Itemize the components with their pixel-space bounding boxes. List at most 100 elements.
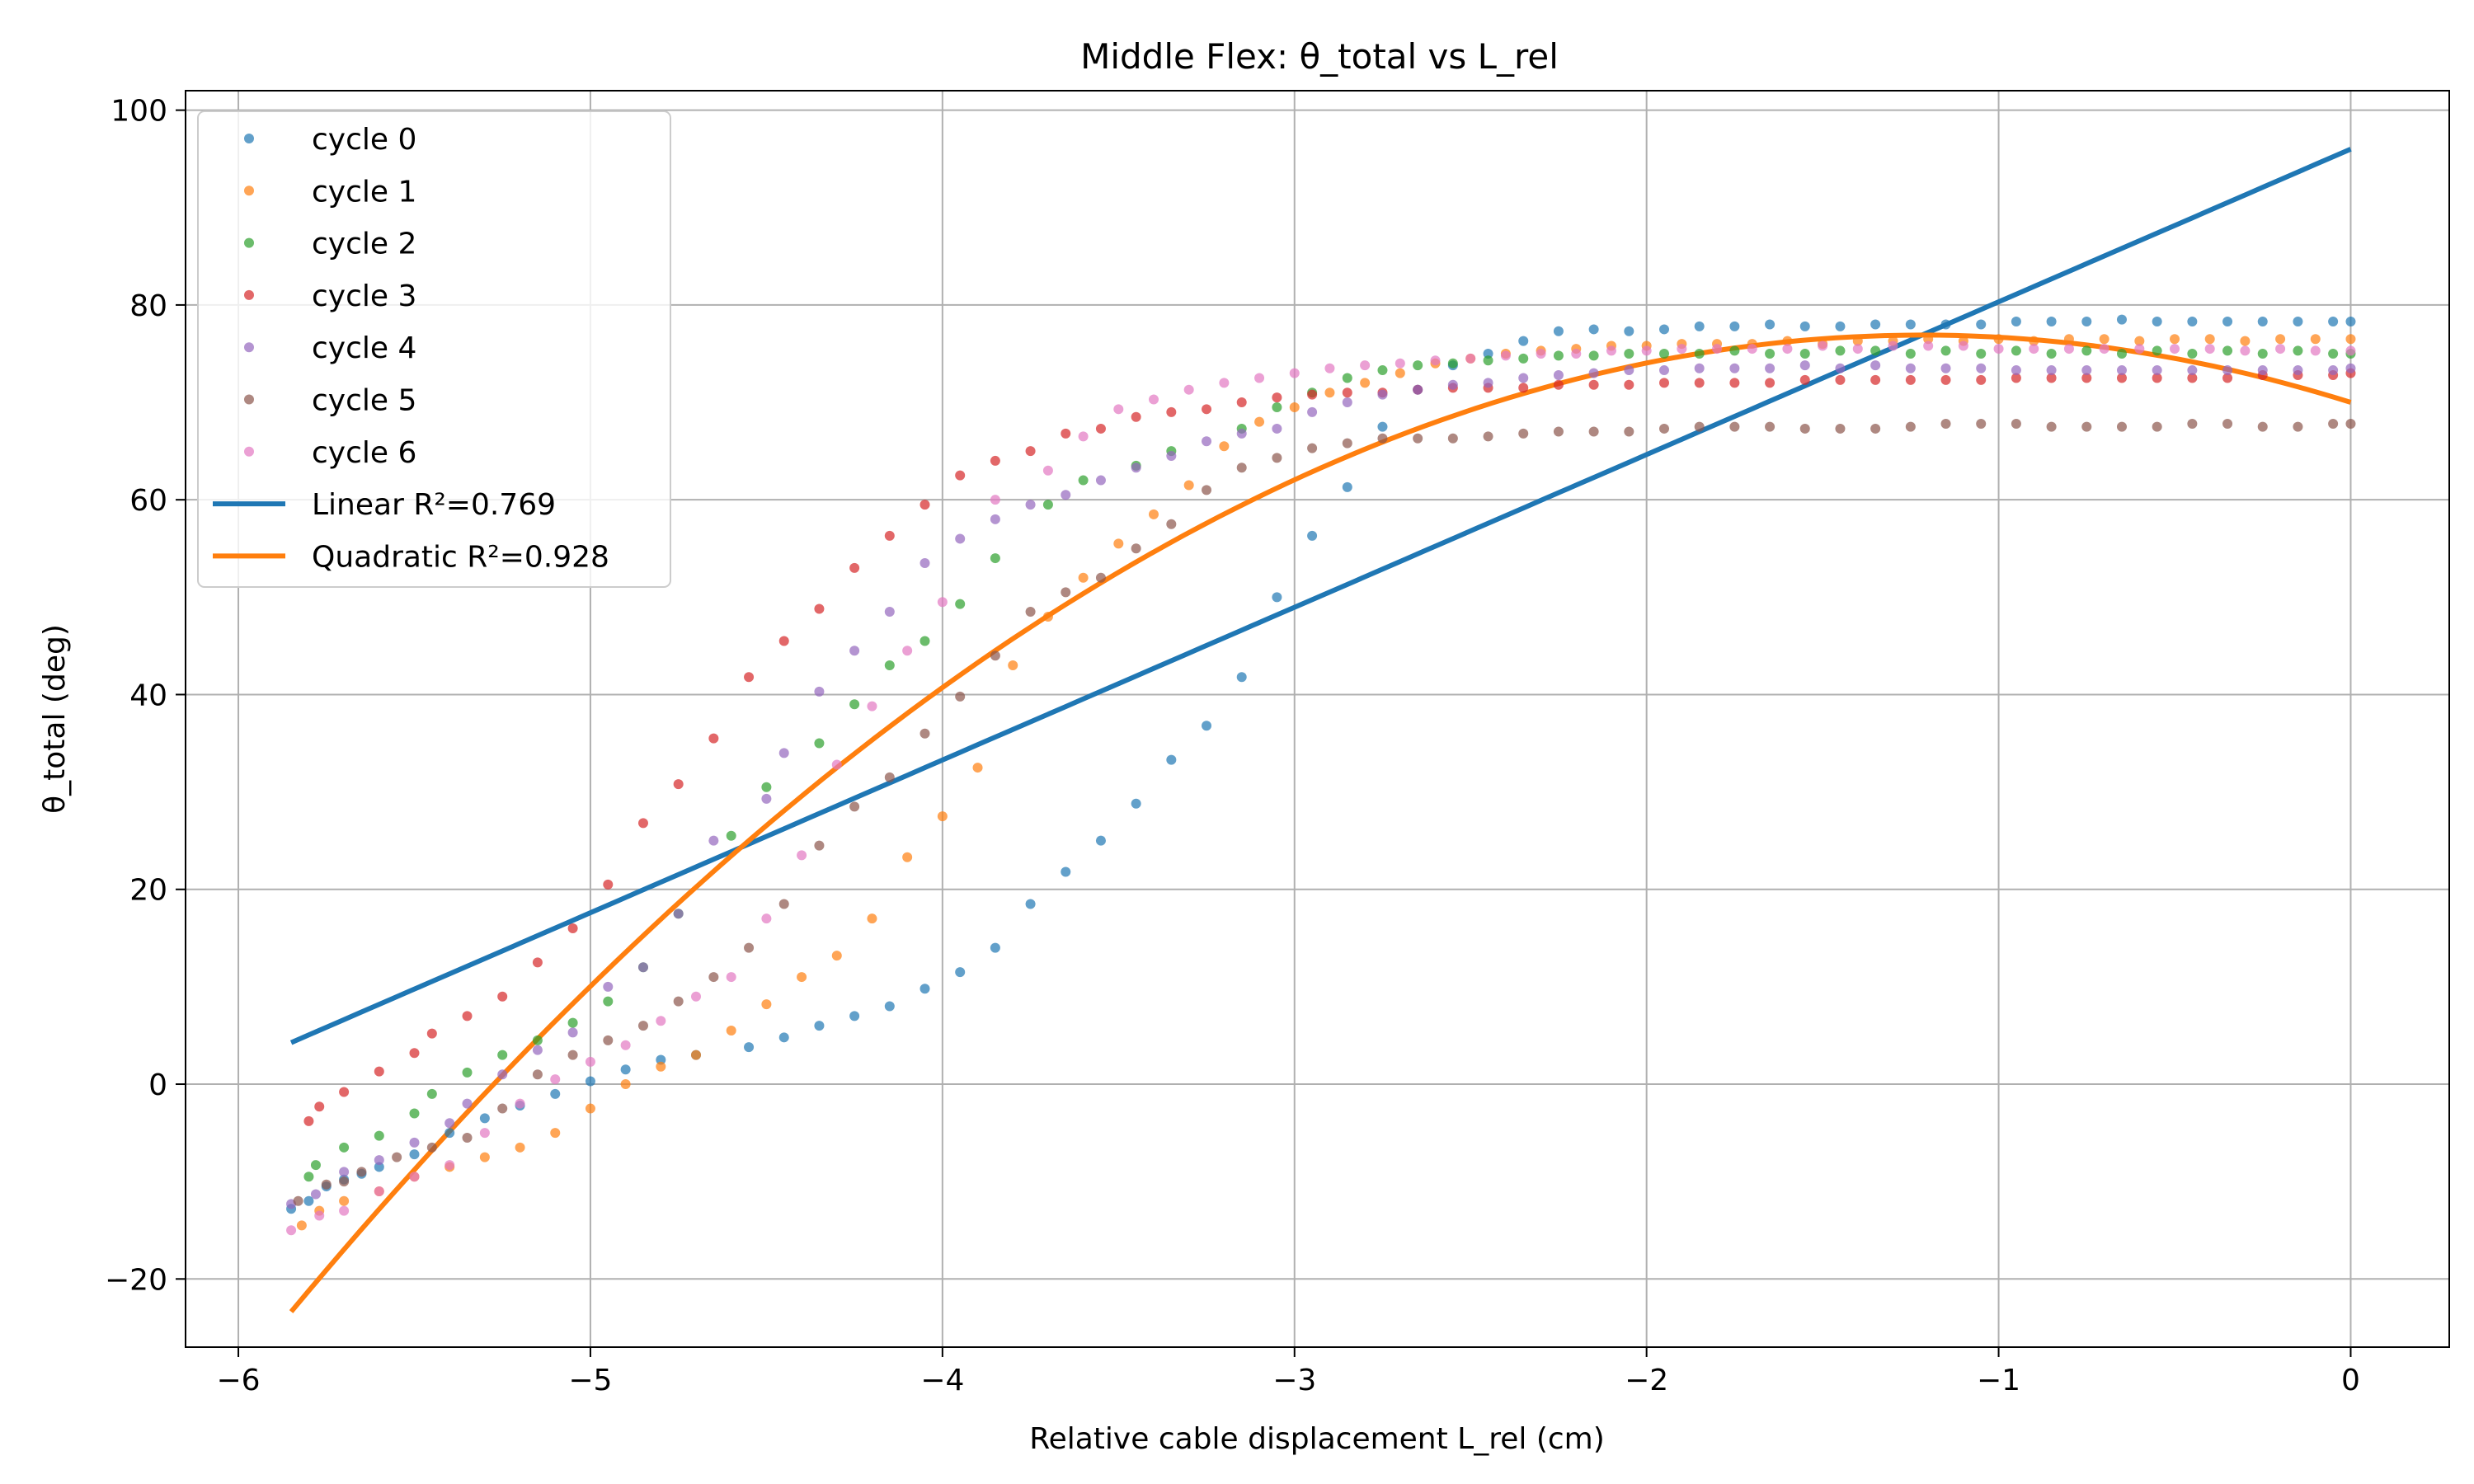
scatter-point [955,599,966,609]
scatter-point [1588,350,1599,361]
scatter-point [1624,365,1634,376]
scatter-point [691,991,702,1002]
scatter-point [1483,348,1493,359]
scatter-point [1148,394,1159,405]
scatter-point [1342,373,1352,383]
scatter-point [550,1074,561,1085]
scatter-point [339,1176,350,1187]
scatter-point [1976,374,1987,385]
series-cycle-5 [293,419,2356,1206]
scatter-point [1377,433,1388,444]
scatter-point [2345,316,2356,326]
scatter-point [339,1087,350,1097]
scatter-point [1799,360,1810,371]
scatter-point [314,1210,325,1221]
scatter-point [1588,324,1599,335]
scatter-point [1061,490,1071,500]
scatter-point [1624,348,1634,359]
scatter-point [1553,326,1564,336]
scatter-point [1641,345,1652,356]
scatter-point [1078,572,1089,583]
scatter-point [1025,607,1036,618]
legend-label-quadratic: Quadratic R²=0.928 [312,540,609,574]
scatter-point [1166,451,1177,462]
scatter-point [1940,319,1951,330]
scatter-point [972,763,983,773]
scatter-point [1113,404,1124,415]
y-tick-label: 100 [111,95,167,129]
scatter-point [620,1040,631,1050]
legend-label-cycle-6: cycle 6 [312,436,416,470]
scatter-point [1940,419,1951,430]
scatter-point [656,1061,666,1072]
scatter-point [2257,421,2268,432]
scatter-point [1236,397,1247,408]
scatter-point [2275,334,2286,345]
scatter-point [849,801,860,812]
scatter-point [1588,379,1599,390]
scatter-point [2240,336,2251,346]
scatter-point [778,748,789,758]
scatter-point [462,1098,473,1109]
series-cycle-6 [286,340,2356,1236]
scatter-point [1606,345,1616,356]
scatter-point [2081,373,2092,383]
scatter-point [2152,373,2162,383]
legend-marker-cycle-2 [244,237,254,248]
scatter-point [409,1172,420,1182]
scatter-point [1095,835,1106,846]
scatter-point [585,1103,595,1114]
scatter-point [708,972,719,983]
scatter-point [1905,421,1916,432]
scatter-point [726,972,736,983]
scatter-point [1518,336,1529,346]
scatter-point [2170,344,2180,355]
scatter-point [673,909,684,919]
scatter-point [1025,446,1036,457]
scatter-point [1694,378,1705,388]
scatter-point [1342,438,1352,448]
scatter-point [2293,421,2303,432]
scatter-point [708,835,719,846]
scatter-point [497,1103,508,1114]
scatter-point [955,691,966,702]
scatter-point [1395,368,1405,378]
scatter-point [1712,344,1723,355]
scatter-point [2187,419,2198,430]
data-points [286,314,2356,1236]
legend-label-cycle-0: cycle 0 [312,123,416,157]
scatter-point [426,1028,437,1039]
scatter-point [1905,319,1916,330]
scatter-point [1272,453,1282,463]
scatter-point [849,646,860,656]
legend-label-cycle-4: cycle 4 [312,331,416,365]
scatter-point [1413,384,1423,395]
scatter-point [497,1069,508,1080]
y-axis-label: θ_total (deg) [38,624,72,814]
scatter-point [1447,358,1458,369]
scatter-point [920,557,930,568]
scatter-point [1694,348,1705,359]
scatter-point [2011,373,2021,383]
scatter-point [1342,481,1352,492]
scatter-point [1799,348,1810,359]
scatter-point [1765,378,1776,388]
scatter-point [1729,345,1740,356]
scatter-point [374,1186,384,1196]
scatter-point [990,514,1000,524]
scatter-point [532,1035,543,1045]
scatter-point [2046,348,2057,359]
scatter-point [2116,348,2127,359]
scatter-point [1923,340,1934,351]
scatter-point [2222,316,2233,326]
scatter-point [1166,519,1177,529]
scatter-point [1078,431,1089,442]
scatter-point [1782,344,1793,355]
scatter-point [1659,348,1670,359]
scatter-point [1870,360,1881,371]
y-tick-label: 60 [129,484,167,518]
scatter-point [374,1162,384,1172]
scatter-point [990,942,1000,953]
scatter-point [1588,426,1599,437]
legend-marker-cycle-0 [244,134,254,143]
